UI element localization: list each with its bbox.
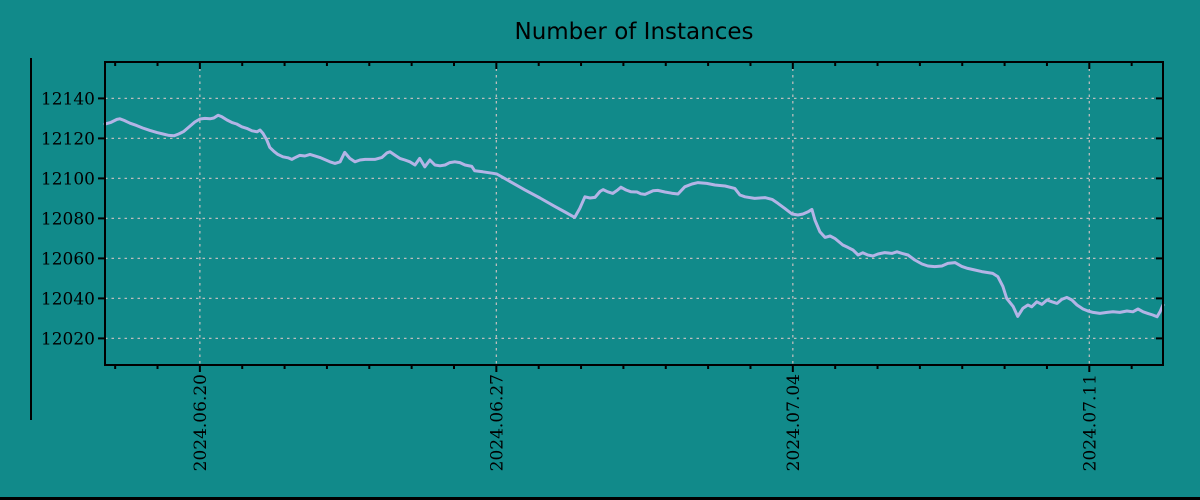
y-tick-label: 12140 — [41, 89, 95, 109]
y-tick-label: 12040 — [41, 289, 95, 309]
x-tick-label: 2024.07.11 — [1080, 374, 1100, 471]
plot-border — [104, 61, 1164, 366]
gridlines — [105, 62, 1163, 365]
y-tick-label: 12120 — [41, 129, 95, 149]
chart-title: Number of Instances — [515, 19, 754, 45]
tick-labels: 12020 12040 12060 12080 12100 12120 12140 2024.… — [41, 89, 1100, 471]
instances-line — [103, 113, 1165, 319]
y-tick-label: 12020 — [41, 329, 95, 349]
axes — [98, 61, 1164, 372]
x-tick-label: 2024.07.04 — [784, 374, 804, 471]
x-tick-label: 2024.06.27 — [487, 374, 507, 471]
bottom-border-strip — [0, 497, 1200, 500]
y-tick-label: 12100 — [41, 169, 95, 189]
data-series — [103, 113, 1165, 319]
x-tick-label: 2024.06.20 — [191, 374, 211, 471]
y-tick-label: 12080 — [41, 209, 95, 229]
y-tick-label: 12060 — [41, 249, 95, 269]
